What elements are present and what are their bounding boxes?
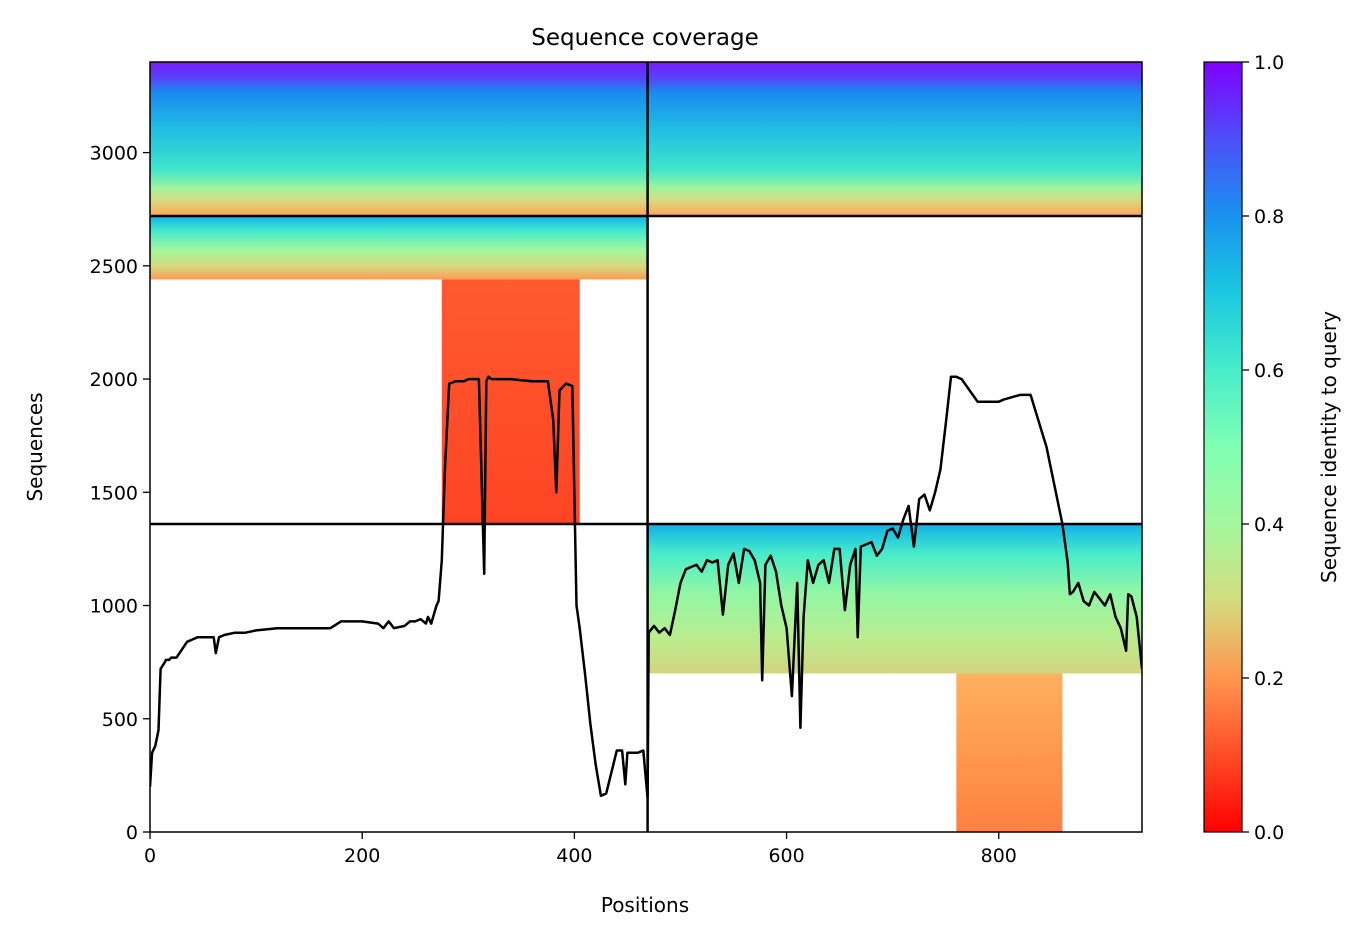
- colorbar-tick-label: 0.2: [1254, 668, 1284, 690]
- colorbar-tick-label: 1.0: [1254, 52, 1284, 74]
- coverage-region-b-4: [647, 524, 1142, 674]
- colorbar: [1203, 61, 1243, 833]
- colorbar-tick-label: 0.0: [1254, 822, 1284, 844]
- x-tick-label: 0: [144, 845, 156, 867]
- colorbar-label: Sequence identity to query: [1317, 311, 1341, 583]
- x-axis-ticks: 0 200 400 600 800: [144, 832, 1017, 867]
- plot-frame: [149, 61, 1143, 833]
- coverage-region-a-0: [150, 62, 648, 216]
- coverage-line-layer: [150, 375, 1142, 800]
- coverage-line: [150, 375, 1142, 800]
- y-axis-ticks: 0 500 1000 1500 2000 2500 3000: [90, 143, 150, 844]
- y-tick-label: 0: [126, 822, 138, 844]
- coverage-region-b-5: [956, 673, 1063, 832]
- colorbar-tick-label: 0.6: [1254, 360, 1284, 382]
- x-tick-label: 800: [981, 845, 1017, 867]
- y-tick-label: 2500: [90, 256, 138, 278]
- y-tick-label: 2000: [90, 369, 138, 391]
- colorbar-tick-label: 0.8: [1254, 206, 1284, 228]
- chart-title: Sequence coverage: [531, 25, 759, 51]
- y-tick-label: 500: [102, 709, 138, 731]
- y-tick-label: 1000: [90, 596, 138, 618]
- x-tick-label: 400: [556, 845, 592, 867]
- colorbar-ticks: 0.0 0.2 0.4 0.6 0.8 1.0: [1242, 52, 1284, 844]
- x-tick-label: 600: [768, 845, 804, 867]
- y-tick-label: 3000: [90, 143, 138, 165]
- coverage-region-b-3: [647, 62, 1142, 216]
- x-tick-label: 200: [344, 845, 380, 867]
- y-axis-label: Sequences: [23, 392, 47, 501]
- colorbar-tick-label: 0.4: [1254, 514, 1284, 536]
- coverage-heatmap: [150, 62, 1142, 832]
- coverage-region-a-1: [150, 216, 648, 280]
- y-tick-label: 1500: [90, 482, 138, 504]
- x-axis-label: Positions: [601, 893, 689, 917]
